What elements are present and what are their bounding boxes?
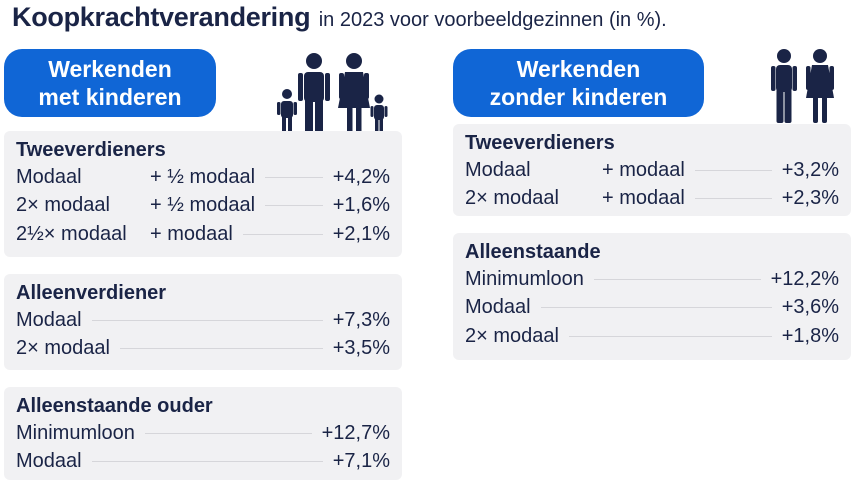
table-row: Modaal +7,3% xyxy=(16,306,390,335)
earner-1: 2× modaal xyxy=(465,324,559,347)
group-card-alleenstaande-ouder: Alleenstaande ouder Minimumloon +12,7% M… xyxy=(4,387,402,480)
table-row: 2× modaal +3,5% xyxy=(16,335,390,364)
title-main: Koopkrachtverandering xyxy=(12,2,311,32)
earner-2: + modaal xyxy=(602,187,685,210)
earner-1: 2× modaal xyxy=(16,194,110,217)
table-row: Minimumloon +12,2% xyxy=(465,265,839,294)
leader-line xyxy=(540,307,772,309)
earner-2: + modaal xyxy=(150,222,233,245)
table-row: Modaal + modaal +3,2% xyxy=(465,156,839,185)
value: +1,8% xyxy=(781,324,839,347)
earner-1: Modaal xyxy=(16,308,82,331)
group-card-tweeverdieners-without-children: Tweeverdieners Modaal + modaal +3,2% 2× … xyxy=(453,124,851,216)
table-row: 2× modaal +1,8% xyxy=(465,322,839,351)
group-card-alleenverdiener: Alleenverdiener Modaal +7,3% 2× modaal +… xyxy=(4,274,402,370)
table-row: 2× modaal + modaal +2,3% xyxy=(465,185,839,214)
leader-line xyxy=(91,319,323,321)
page-title: Koopkrachtverandering in 2023 voor voorb… xyxy=(12,2,667,37)
value: +12,2% xyxy=(770,267,839,290)
value: +2,1% xyxy=(332,222,390,245)
value: +4,2% xyxy=(332,165,390,188)
earner-2: + ½ modaal xyxy=(150,194,256,217)
value: +12,7% xyxy=(321,421,390,444)
value: +7,1% xyxy=(332,450,390,473)
leader-line xyxy=(119,348,323,350)
earner-1: 2× modaal xyxy=(465,187,559,210)
badge-line-2: zonder kinderen xyxy=(489,84,668,110)
leader-line xyxy=(242,233,323,235)
badge-without-children: Werkenden zonder kinderen xyxy=(453,49,704,117)
value: +2,3% xyxy=(781,187,839,210)
table-row: Minimumloon +12,7% xyxy=(16,419,390,448)
leader-line xyxy=(91,461,323,463)
badge-with-children: Werkenden met kinderen xyxy=(4,49,216,117)
couple-icon xyxy=(771,49,834,123)
leader-line xyxy=(694,169,772,171)
value: +3,5% xyxy=(332,337,390,360)
earner-2: + modaal xyxy=(602,158,685,181)
earner-1: Minimumloon xyxy=(16,421,135,444)
value: +1,6% xyxy=(332,194,390,217)
earner-1: Modaal xyxy=(465,158,531,181)
badge-line-1: Werkenden xyxy=(516,56,641,82)
table-row: 2½× modaal + modaal +2,1% xyxy=(16,220,390,249)
earner-1: 2½× modaal xyxy=(16,222,127,245)
group-card-alleenstaande: Alleenstaande Minimumloon +12,2% Modaal … xyxy=(453,233,851,360)
group-heading: Alleenverdiener xyxy=(16,282,167,304)
group-heading: Tweeverdieners xyxy=(465,132,615,154)
earner-1: Modaal xyxy=(16,450,82,473)
earner-1: 2× modaal xyxy=(16,337,110,360)
leader-line xyxy=(568,335,772,337)
earner-1: Modaal xyxy=(16,165,82,188)
value: +3,6% xyxy=(781,296,839,319)
table-row: Modaal +3,6% xyxy=(465,294,839,323)
leader-line xyxy=(265,205,323,207)
leader-line xyxy=(144,432,312,434)
leader-line xyxy=(265,176,323,178)
earner-1: Minimumloon xyxy=(465,267,584,290)
group-heading: Alleenstaande ouder xyxy=(16,395,213,417)
earner-1: Modaal xyxy=(465,296,531,319)
value: +3,2% xyxy=(781,158,839,181)
group-heading: Alleenstaande xyxy=(465,241,601,263)
leader-line xyxy=(593,278,761,280)
leader-line xyxy=(694,198,772,200)
earner-2: + ½ modaal xyxy=(150,165,256,188)
table-row: 2× modaal + ½ modaal +1,6% xyxy=(16,192,390,221)
family-with-children-icon xyxy=(277,53,388,134)
title-subtitle: in 2023 voor voorbeeldgezinnen (in %). xyxy=(318,9,667,31)
table-row: Modaal +7,1% xyxy=(16,448,390,477)
group-heading: Tweeverdieners xyxy=(16,139,166,161)
value: +7,3% xyxy=(332,308,390,331)
badge-line-2: met kinderen xyxy=(38,84,182,110)
group-card-tweeverdieners-with-children: Tweeverdieners Modaal + ½ modaal +4,2% 2… xyxy=(4,131,402,257)
badge-line-1: Werkenden xyxy=(48,56,172,82)
table-row: Modaal + ½ modaal +4,2% xyxy=(16,163,390,192)
